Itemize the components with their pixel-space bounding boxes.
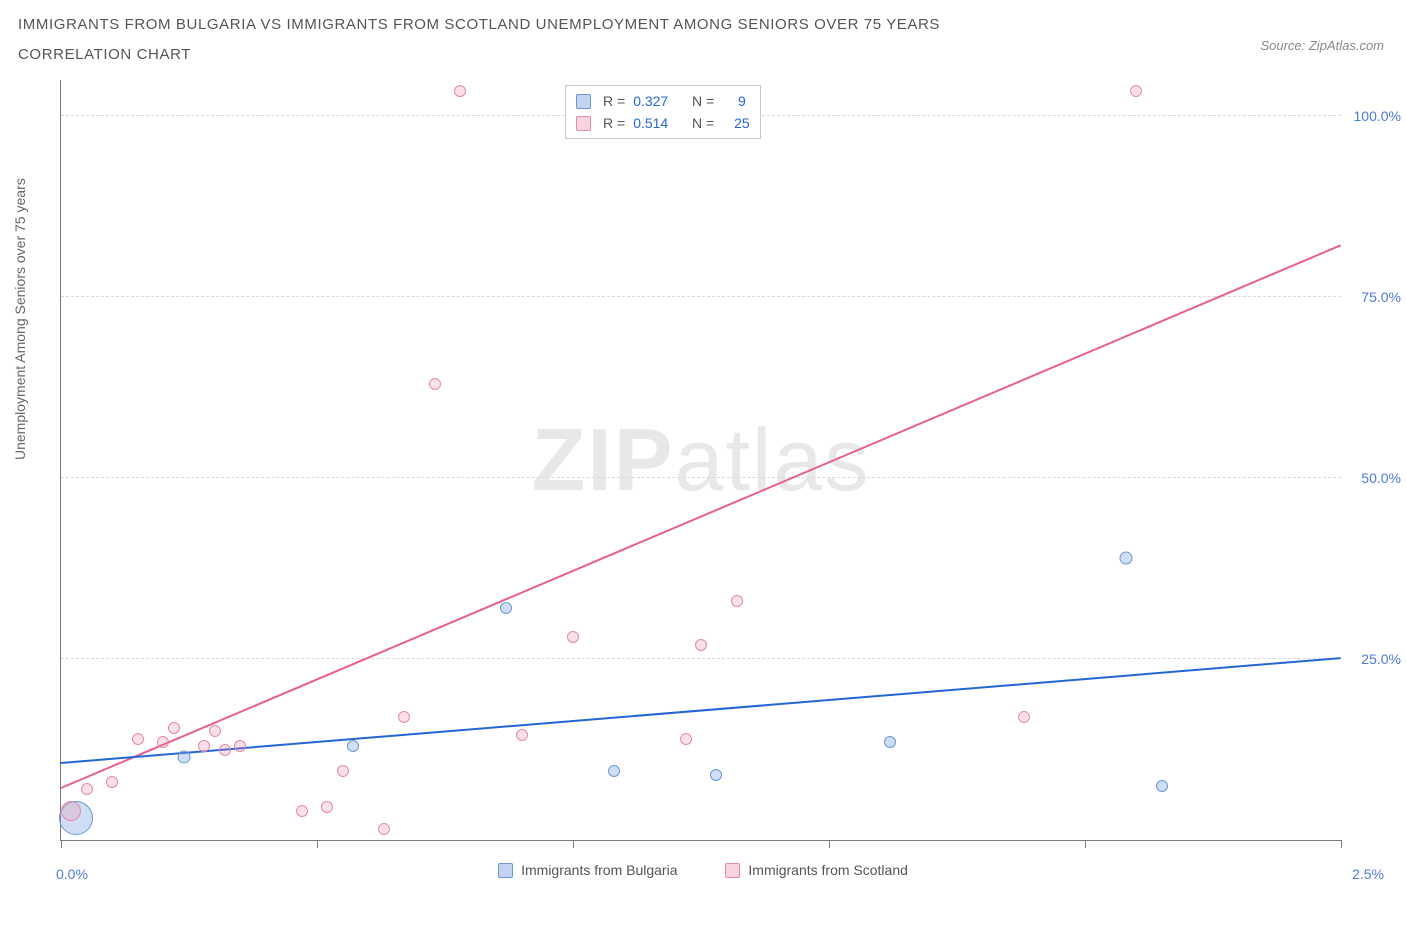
data-point-pink: [429, 378, 441, 390]
source-attribution: Source: ZipAtlas.com: [1260, 38, 1384, 53]
x-tick: [1085, 840, 1086, 848]
x-tick: [61, 840, 62, 848]
data-point-pink: [1018, 711, 1030, 723]
legend-item-bulgaria: Immigrants from Bulgaria: [498, 862, 677, 878]
correlation-stats-legend: R = 0.327 N = 9 R = 0.514 N = 25: [565, 85, 761, 139]
y-tick-label: 50.0%: [1361, 470, 1401, 486]
swatch-pink-icon: [576, 116, 591, 131]
x-tick: [829, 840, 830, 848]
legend-label-bulgaria: Immigrants from Bulgaria: [521, 862, 677, 878]
data-point-pink: [132, 733, 144, 745]
y-tick-label: 100.0%: [1354, 108, 1401, 124]
data-point-pink: [731, 595, 743, 607]
stats-row-blue: R = 0.327 N = 9: [576, 90, 750, 112]
data-point-pink: [454, 85, 466, 97]
data-point-pink: [198, 740, 210, 752]
data-point-blue: [608, 765, 620, 777]
stats-row-pink: R = 0.514 N = 25: [576, 112, 750, 134]
gridline: [61, 477, 1341, 478]
x-tick: [573, 840, 574, 848]
n-label: N =: [692, 90, 714, 112]
data-point-pink: [157, 736, 169, 748]
data-point-pink: [398, 711, 410, 723]
data-point-pink: [567, 631, 579, 643]
data-point-pink: [321, 801, 333, 813]
data-point-pink: [219, 744, 231, 756]
watermark-zip: ZIP: [532, 410, 675, 509]
data-point-pink: [61, 801, 81, 821]
y-axis-title: Unemployment Among Seniors over 75 years: [12, 178, 28, 460]
swatch-blue-icon: [498, 863, 513, 878]
data-point-pink: [337, 765, 349, 777]
trendline-bulgaria: [61, 657, 1341, 764]
chart-title: IMMIGRANTS FROM BULGARIA VS IMMIGRANTS F…: [18, 12, 940, 68]
data-point-blue: [500, 602, 512, 614]
data-point-pink: [234, 740, 246, 752]
n-label: N =: [692, 112, 714, 134]
r-label: R =: [603, 90, 625, 112]
data-point-blue: [347, 740, 359, 752]
data-point-pink: [296, 805, 308, 817]
data-point-pink: [1130, 85, 1142, 97]
title-line-2: CORRELATION CHART: [18, 42, 940, 68]
y-tick-label: 25.0%: [1361, 651, 1401, 667]
data-point-pink: [695, 639, 707, 651]
swatch-blue-icon: [576, 94, 591, 109]
legend-label-scotland: Immigrants from Scotland: [748, 862, 908, 878]
data-point-pink: [378, 823, 390, 835]
data-point-pink: [106, 776, 118, 788]
legend-item-scotland: Immigrants from Scotland: [725, 862, 908, 878]
x-axis-max-label: 2.5%: [1352, 866, 1384, 882]
trendline-scotland: [61, 245, 1342, 790]
data-point-pink: [209, 725, 221, 737]
title-line-1: IMMIGRANTS FROM BULGARIA VS IMMIGRANTS F…: [18, 16, 940, 33]
x-tick: [317, 840, 318, 848]
data-point-pink: [81, 783, 93, 795]
data-point-pink: [516, 729, 528, 741]
gridline: [61, 658, 1341, 659]
data-point-blue: [1119, 551, 1132, 564]
bottom-legend: Immigrants from Bulgaria Immigrants from…: [0, 862, 1406, 881]
watermark-atlas: atlas: [675, 410, 871, 509]
x-tick: [1341, 840, 1342, 848]
watermark: ZIPatlas: [532, 409, 871, 511]
gridline: [61, 296, 1341, 297]
swatch-pink-icon: [725, 863, 740, 878]
data-point-blue: [884, 736, 896, 748]
data-point-blue: [710, 769, 722, 781]
r-value-blue: 0.327: [633, 90, 668, 112]
n-value-blue: 9: [738, 90, 746, 112]
data-point-blue: [1156, 780, 1168, 792]
n-value-pink: 25: [734, 112, 750, 134]
x-axis-min-label: 0.0%: [56, 866, 88, 882]
data-point-pink: [168, 722, 180, 734]
r-label: R =: [603, 112, 625, 134]
data-point-blue: [177, 750, 190, 763]
plot-area: ZIPatlas 25.0%50.0%75.0%100.0%: [60, 80, 1341, 841]
y-tick-label: 75.0%: [1361, 289, 1401, 305]
r-value-pink: 0.514: [633, 112, 668, 134]
data-point-pink: [680, 733, 692, 745]
